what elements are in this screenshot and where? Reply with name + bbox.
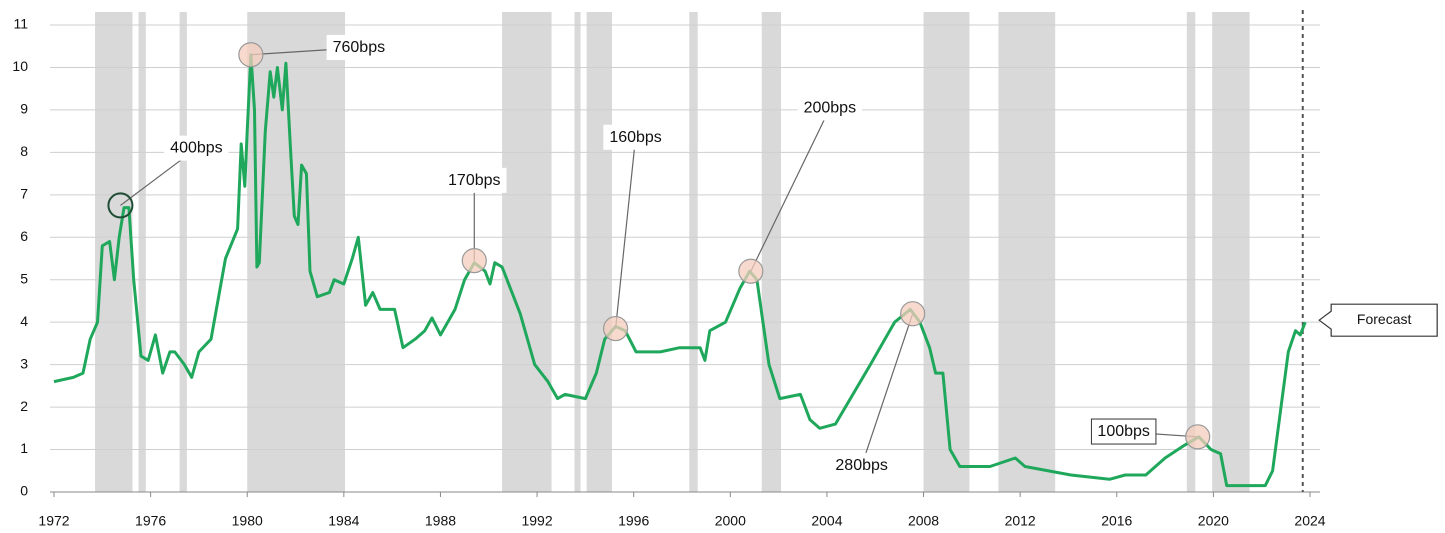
y-tick-label: 9 [20, 101, 28, 117]
forecast-callout [1318, 303, 1438, 337]
label-bg [164, 135, 229, 161]
recession-band [1186, 12, 1196, 492]
recession-band [247, 12, 346, 492]
x-tick-label: 1980 [232, 513, 263, 529]
y-tick-label: 0 [20, 483, 28, 499]
highlight-circle [238, 42, 264, 68]
annotation: 400bps [164, 135, 229, 161]
recession-band [689, 12, 698, 492]
highlight-circle [1185, 424, 1211, 450]
y-tick-label: 6 [20, 228, 28, 244]
label-bg [1090, 418, 1157, 445]
annotation: 280bps [829, 452, 894, 478]
forecast-label: Forecast [1357, 311, 1412, 327]
annotation-label: 200bps [804, 99, 857, 116]
x-tick-label: 1984 [328, 513, 359, 529]
label-bg [603, 124, 668, 150]
annotation: 170bps [442, 167, 507, 193]
highlight-circle [900, 301, 926, 327]
y-tick-label: 10 [12, 58, 28, 74]
annotation: 760bps [326, 34, 392, 60]
highlight-circle [107, 192, 134, 219]
x-tick-label: 2016 [1101, 513, 1132, 529]
highlight-circle [738, 258, 764, 284]
label-bg [829, 452, 894, 478]
annotation: 100bps [1090, 418, 1157, 445]
y-tick-label: 2 [20, 398, 28, 414]
annotation-label: 160bps [609, 129, 662, 146]
x-tick-label: 2024 [1294, 513, 1325, 529]
annotation: 160bps [603, 124, 668, 150]
y-tick-label: 7 [20, 186, 28, 202]
annotation: 200bps [797, 95, 863, 121]
annotation-label: 100bps [1097, 423, 1150, 440]
x-tick-label: 1972 [38, 513, 69, 529]
recession-band [502, 12, 552, 492]
leader-line [750, 107, 831, 272]
x-tick-label: 1992 [521, 513, 552, 529]
recession-band [1212, 12, 1250, 492]
recession-band [761, 12, 782, 492]
recession-band [586, 12, 612, 492]
x-tick-label: 2012 [1005, 513, 1036, 529]
leader-line [861, 313, 914, 466]
annotation-label: 170bps [448, 172, 501, 189]
annotation-label: 760bps [333, 39, 386, 56]
y-tick-label: 11 [13, 16, 28, 32]
label-bg [442, 167, 507, 193]
recession-band [574, 12, 581, 492]
y-tick-label: 3 [20, 355, 28, 371]
y-tick-label: 4 [20, 313, 28, 329]
x-tick-label: 1996 [618, 513, 649, 529]
annotation-label: 280bps [835, 457, 888, 474]
y-tick-label: 1 [20, 440, 28, 456]
recession-band [138, 12, 146, 492]
x-tick-label: 1988 [425, 513, 456, 529]
highlight-circle [461, 248, 487, 274]
annotation-label: 400bps [170, 140, 223, 157]
label-bg [326, 34, 392, 60]
leader-line [614, 137, 637, 329]
recession-band [998, 12, 1056, 492]
y-tick-label: 8 [20, 143, 28, 159]
x-tick-label: 2020 [1198, 513, 1229, 529]
x-tick-label: 2008 [908, 513, 939, 529]
x-tick-label: 1976 [135, 513, 166, 529]
highlight-circle [602, 315, 629, 342]
recession-band [179, 12, 187, 492]
x-tick-label: 2004 [811, 513, 842, 529]
label-bg [797, 95, 863, 121]
x-tick-label: 2000 [715, 513, 746, 529]
y-tick-label: 5 [20, 270, 28, 286]
